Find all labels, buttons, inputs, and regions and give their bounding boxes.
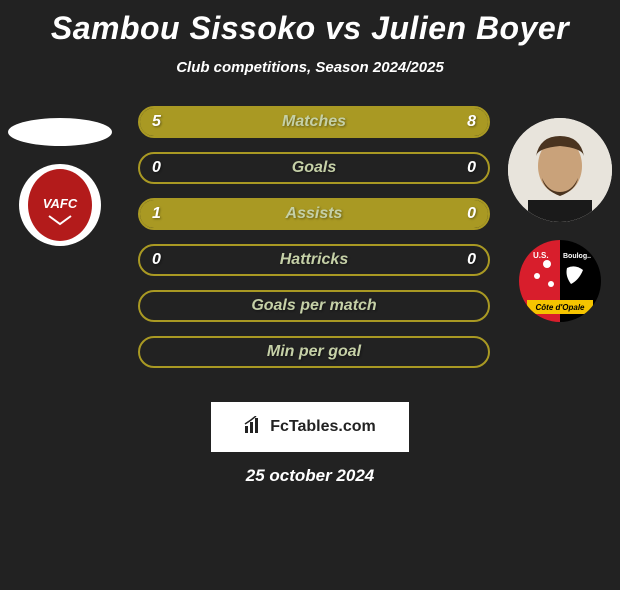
page-title: Sambou Sissoko vs Julien Boyer: [0, 10, 620, 47]
stat-row: 00Hattricks: [138, 244, 490, 276]
player-left-column: VAFC: [8, 118, 112, 246]
stat-label: Goals per match: [140, 292, 488, 320]
stat-row: 58Matches: [138, 106, 490, 138]
player-right-column: U.S. Boulog.. Côte d'Opale: [508, 118, 612, 322]
stat-label: Goals: [140, 154, 488, 182]
svg-text:U.S.: U.S.: [533, 251, 549, 260]
comparison-content: VAFC: [0, 106, 620, 386]
stat-row: 10Assists: [138, 198, 490, 230]
stat-label: Assists: [140, 200, 488, 228]
stat-row: 00Goals: [138, 152, 490, 184]
stat-label: Hattricks: [140, 246, 488, 274]
subtitle: Club competitions, Season 2024/2025: [0, 59, 620, 76]
player-left-avatar: [8, 118, 112, 146]
stat-row: Min per goal: [138, 336, 490, 368]
player-right-club-badge: U.S. Boulog.. Côte d'Opale: [519, 240, 601, 322]
date-text: 25 october 2024: [0, 466, 620, 486]
branding-text: FcTables.com: [270, 418, 376, 436]
svg-text:Côte d'Opale: Côte d'Opale: [535, 303, 585, 312]
svg-text:VAFC: VAFC: [43, 196, 78, 211]
stat-row: Goals per match: [138, 290, 490, 322]
branding-badge: FcTables.com: [211, 402, 409, 452]
stat-label: Matches: [140, 108, 488, 136]
player-left-club-badge: VAFC: [19, 164, 101, 246]
chart-icon: [244, 416, 264, 439]
svg-text:Boulog..: Boulog..: [563, 253, 591, 260]
stats-bars: 58Matches 00Goals 10Assists 00Hattricks Goal…: [138, 106, 490, 368]
stat-label: Min per goal: [140, 338, 488, 366]
player-right-avatar: [508, 118, 612, 222]
